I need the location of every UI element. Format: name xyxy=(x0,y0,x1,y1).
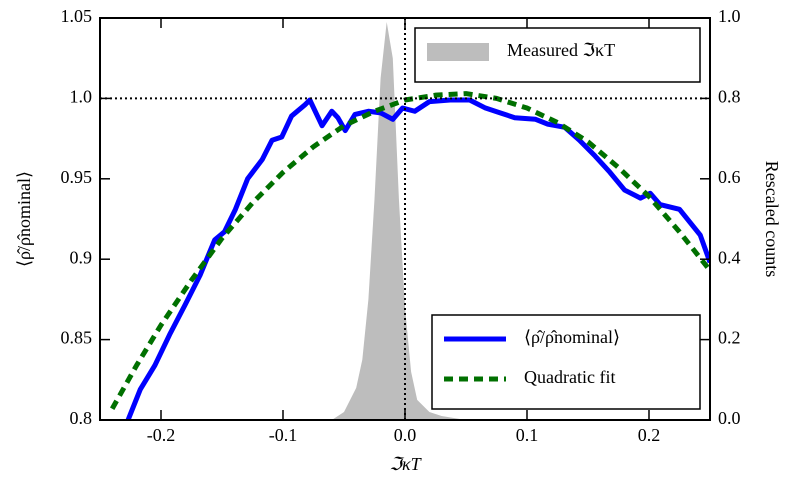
legend-label: Measured ℑκT xyxy=(507,40,615,60)
y-tick-label: 1.05 xyxy=(61,6,93,26)
y2-tick-label: 1.0 xyxy=(718,6,741,26)
y2-axis-label: Rescaled counts xyxy=(762,161,782,277)
data-line xyxy=(125,97,710,420)
y-tick-label: 0.95 xyxy=(61,167,93,187)
y-axis-label: ⟨ρ̂/ρ̂nominal⟩ xyxy=(14,171,34,267)
y-tick-label: 0.85 xyxy=(61,328,93,348)
legend-label: Quadratic fit xyxy=(524,367,615,387)
fit-line xyxy=(110,91,710,410)
y-tick-label: 0.8 xyxy=(70,408,93,428)
x-tick-label: 0.1 xyxy=(516,425,539,445)
y-tick-label: 1.0 xyxy=(70,87,93,107)
x-tick-label: -0.2 xyxy=(147,425,176,445)
histogram-area xyxy=(331,22,466,420)
x-tick-label: -0.1 xyxy=(269,425,298,445)
legend-swatch xyxy=(427,43,489,61)
legend-box xyxy=(431,314,701,410)
x-axis-label: ℑκT xyxy=(389,454,422,474)
x-tick-label: 0.0 xyxy=(394,425,417,445)
x-tick-label: 0.2 xyxy=(638,425,661,445)
legend-label: ⟨ρ̂/ρ̂nominal⟩ xyxy=(524,327,620,347)
y2-tick-label: 0.6 xyxy=(718,167,741,187)
y2-tick-label: 0.0 xyxy=(718,408,741,428)
y2-tick-label: 0.8 xyxy=(718,87,741,107)
y2-tick-label: 0.2 xyxy=(718,328,741,348)
y2-tick-label: 0.4 xyxy=(718,247,741,267)
y-tick-label: 0.9 xyxy=(70,247,93,267)
